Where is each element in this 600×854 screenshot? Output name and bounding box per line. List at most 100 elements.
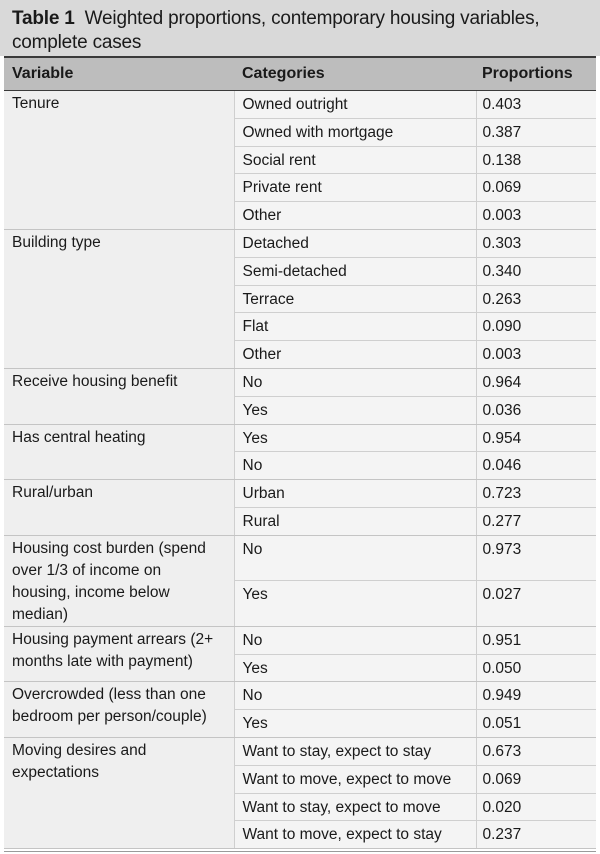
table-row: Rural 0.277 bbox=[4, 507, 596, 536]
table-title-line2: complete cases bbox=[12, 32, 142, 53]
category-cell: Owned outright bbox=[233, 90, 476, 119]
table-row: Housing cost burden (spend over 1/3 of i… bbox=[4, 535, 596, 627]
table-title-line1: Weighted proportions, contemporary housi… bbox=[84, 8, 540, 29]
category-cell: Want to stay, expect to stay bbox=[233, 737, 476, 766]
proportion-cell: 0.003 bbox=[475, 201, 596, 230]
proportion-cell: 0.036 bbox=[475, 396, 596, 425]
table-row: Yes 0.051 bbox=[4, 709, 596, 738]
category-cell: Owned with mortgage bbox=[233, 118, 476, 147]
proportion-cell: 0.027 bbox=[475, 580, 596, 627]
table-label: Table 1 bbox=[12, 8, 75, 29]
proportion-cell: 0.949 bbox=[475, 681, 596, 711]
table-row: Rural/urban Urban 0.723 bbox=[4, 479, 596, 536]
category-cell: Yes bbox=[233, 396, 476, 425]
proportion-cell: 0.951 bbox=[475, 626, 596, 655]
table-row: Want to stay, expect to move 0.020 bbox=[4, 793, 596, 822]
proportion-cell: 0.387 bbox=[475, 118, 596, 147]
table-row: Yes 0.036 bbox=[4, 396, 596, 425]
category-cell: Yes bbox=[233, 580, 476, 627]
category-cell: Social rent bbox=[233, 146, 476, 175]
proportion-cell: 0.973 bbox=[475, 535, 596, 582]
proportion-cell: 0.050 bbox=[475, 654, 596, 683]
category-cell: Other bbox=[233, 201, 476, 230]
category-cell: Private rent bbox=[233, 173, 476, 203]
header-proportions: Proportions bbox=[476, 56, 596, 91]
category-cell: Semi-detached bbox=[233, 257, 476, 286]
table-row: Private rent 0.069 bbox=[4, 173, 596, 203]
proportions-table: Variable Categories Proportions Tenure Ow… bbox=[4, 56, 596, 850]
category-cell: Rural bbox=[233, 507, 476, 536]
variable-cell: Overcrowded (less than one bedroom per p… bbox=[4, 681, 234, 738]
variable-cell: Building type bbox=[4, 229, 234, 369]
table-header: Variable Categories Proportions bbox=[4, 56, 596, 91]
proportion-cell: 0.069 bbox=[475, 173, 596, 203]
table-row: No 0.046 bbox=[4, 451, 596, 481]
category-cell: Other bbox=[233, 340, 476, 369]
proportion-cell: 0.090 bbox=[475, 312, 596, 342]
table-caption: Table 1 Weighted proportions, contemporar… bbox=[0, 0, 600, 56]
table-body: Tenure Owned outright 0.403 Owned with mort… bbox=[4, 90, 596, 850]
proportion-cell: 0.003 bbox=[475, 340, 596, 369]
proportion-cell: 0.277 bbox=[475, 507, 596, 536]
proportion-cell: 0.954 bbox=[475, 424, 596, 453]
category-cell: Flat bbox=[233, 312, 476, 342]
proportion-cell: 0.673 bbox=[475, 737, 596, 766]
variable-cell: Moving desires and expectations bbox=[4, 737, 234, 850]
table-row: Tenure Owned outright 0.403 bbox=[4, 90, 596, 230]
category-cell: Want to move, expect to stay bbox=[233, 820, 476, 850]
category-cell: No bbox=[233, 368, 476, 397]
category-cell: Yes bbox=[233, 424, 476, 453]
proportion-cell: 0.069 bbox=[475, 765, 596, 794]
proportion-cell: 0.340 bbox=[475, 257, 596, 286]
variable-cell: Housing cost burden (spend over 1/3 of i… bbox=[4, 535, 234, 627]
table-row: Semi-detached 0.340 bbox=[4, 257, 596, 286]
proportion-cell: 0.403 bbox=[475, 90, 596, 119]
proportion-cell: 0.964 bbox=[475, 368, 596, 397]
category-cell: Yes bbox=[233, 709, 476, 738]
table-row: Social rent 0.138 bbox=[4, 146, 596, 175]
table-row: Has central heating Yes 0.954 bbox=[4, 424, 596, 481]
table-row: Overcrowded (less than one bedroom per p… bbox=[4, 681, 596, 738]
proportion-cell: 0.303 bbox=[475, 229, 596, 258]
table-row: Terrace 0.263 bbox=[4, 285, 596, 314]
category-cell: No bbox=[233, 451, 476, 481]
table-row: Yes 0.050 bbox=[4, 654, 596, 683]
category-cell: No bbox=[233, 626, 476, 655]
table-row: Other 0.003 bbox=[4, 201, 596, 230]
header-categories: Categories bbox=[234, 56, 476, 91]
variable-cell: Has central heating bbox=[4, 424, 234, 481]
table-row: Yes 0.027 bbox=[4, 580, 596, 627]
variable-cell: Housing payment arrears (2+ months late … bbox=[4, 626, 234, 683]
table-row: Owned with mortgage 0.387 bbox=[4, 118, 596, 147]
proportion-cell: 0.046 bbox=[475, 451, 596, 481]
proportion-cell: 0.020 bbox=[475, 793, 596, 822]
category-cell: Yes bbox=[233, 654, 476, 683]
proportion-cell: 0.263 bbox=[475, 285, 596, 314]
variable-cell: Tenure bbox=[4, 90, 234, 230]
proportion-cell: 0.237 bbox=[475, 820, 596, 850]
table-row: Flat 0.090 bbox=[4, 312, 596, 342]
table-row: Building type Detached 0.303 bbox=[4, 229, 596, 369]
category-cell: Terrace bbox=[233, 285, 476, 314]
category-cell: No bbox=[233, 535, 476, 582]
table-bottom-rule bbox=[4, 851, 596, 852]
proportion-cell: 0.723 bbox=[475, 479, 596, 508]
table-row: Want to move, expect to move 0.069 bbox=[4, 765, 596, 794]
header-variable: Variable bbox=[4, 56, 234, 91]
variable-cell: Receive housing benefit bbox=[4, 368, 234, 425]
proportion-cell: 0.051 bbox=[475, 709, 596, 738]
header-row: Variable Categories Proportions bbox=[4, 56, 596, 91]
table-row: Other 0.003 bbox=[4, 340, 596, 369]
category-cell: Want to move, expect to move bbox=[233, 765, 476, 794]
category-cell: No bbox=[233, 681, 476, 711]
variable-cell: Rural/urban bbox=[4, 479, 234, 536]
category-cell: Want to stay, expect to move bbox=[233, 793, 476, 822]
category-cell: Urban bbox=[233, 479, 476, 508]
table-row: Moving desires and expectations Want to s… bbox=[4, 737, 596, 850]
proportion-cell: 0.138 bbox=[475, 146, 596, 175]
table-row: Want to move, expect to stay 0.237 bbox=[4, 820, 596, 850]
table-row: Housing payment arrears (2+ months late … bbox=[4, 626, 596, 683]
table-row: Receive housing benefit No 0.964 bbox=[4, 368, 596, 425]
category-cell: Detached bbox=[233, 229, 476, 258]
